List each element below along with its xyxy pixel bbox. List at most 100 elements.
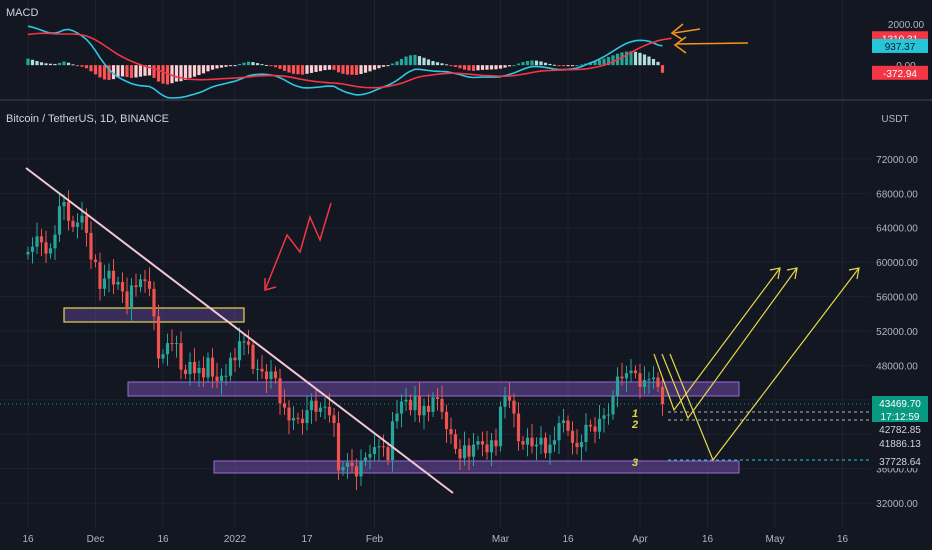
- candle: [507, 382, 512, 409]
- candle: [44, 230, 48, 264]
- candle-body: [242, 341, 246, 343]
- macd-histogram-bar: [188, 65, 192, 78]
- candle: [219, 368, 224, 395]
- projection-path-3[interactable]: [669, 267, 860, 462]
- candle-body: [129, 285, 134, 307]
- time-axis[interactable]: 16 Dec 16 2022 17 Feb Mar 16 Apr 16 May 16: [0, 528, 932, 550]
- zigzag-arrow[interactable]: [264, 202, 332, 291]
- candle: [354, 458, 359, 491]
- candle: [629, 358, 633, 383]
- macd-histogram-bar: [408, 55, 413, 66]
- macd-histogram-bar: [152, 65, 156, 78]
- orange-arrow-1-head: [670, 23, 684, 41]
- candle: [318, 402, 323, 418]
- price-axis[interactable]: USDT 2000.000.00 72000.0068000.0064000.0…: [872, 20, 928, 510]
- candle-body: [354, 466, 359, 477]
- macd-histogram-bar: [377, 65, 381, 69]
- macd-histogram-bar: [512, 65, 516, 67]
- candle: [593, 417, 597, 444]
- orange-arrow-2: [675, 42, 749, 45]
- price-value-tag-bg: [872, 409, 928, 423]
- candle-body: [377, 446, 381, 448]
- macd-histogram-bar: [318, 65, 323, 72]
- candle-body: [215, 376, 219, 381]
- macd-histogram-bar: [597, 59, 602, 66]
- price-value-tag-bg: [872, 436, 928, 450]
- macd-histogram-bar: [134, 65, 138, 78]
- time-axis-label: Apr: [632, 534, 648, 545]
- time-axis-label: Feb: [366, 534, 384, 545]
- candle: [300, 409, 305, 435]
- orange-arrow-1: [673, 28, 701, 34]
- support-zone-lower[interactable]: [213, 460, 740, 474]
- price-value-tag: 42782.85: [872, 422, 928, 436]
- macd-histogram-bar: [327, 65, 332, 70]
- candle: [80, 201, 84, 230]
- macd-title: MACD: [6, 7, 38, 19]
- candle-body: [300, 418, 305, 424]
- candle-body: [102, 278, 107, 289]
- candle-body: [53, 234, 57, 249]
- candle: [210, 348, 215, 389]
- macd-histogram-bar: [273, 65, 278, 68]
- projection-path-2[interactable]: [661, 267, 798, 420]
- macd-histogram-bar: [507, 65, 512, 67]
- candle-body: [84, 215, 89, 233]
- candle: [120, 272, 125, 304]
- projection-path-1[interactable]: [653, 267, 781, 412]
- macd-histogram-bar: [471, 65, 476, 71]
- candle-body: [350, 462, 354, 467]
- candle: [570, 421, 575, 455]
- candle-body: [219, 375, 224, 381]
- candle-body: [426, 405, 431, 412]
- candle-body: [372, 447, 377, 455]
- candle: [530, 423, 534, 454]
- macd-histogram-bar: [521, 62, 525, 66]
- candle-body: [431, 397, 435, 412]
- candle: [557, 415, 561, 455]
- macd-histogram-bar: [345, 65, 350, 75]
- candle-body: [615, 376, 620, 396]
- candle-body: [381, 446, 386, 448]
- candle: [336, 411, 341, 480]
- candle-body: [66, 201, 71, 221]
- candle-body: [269, 371, 273, 380]
- macd-arrows[interactable]: [670, 23, 749, 54]
- candle: [278, 368, 282, 415]
- candle: [611, 390, 615, 420]
- candle: [291, 406, 296, 430]
- macd-histogram-bar: [98, 65, 102, 78]
- candle: [390, 411, 395, 472]
- candle: [408, 394, 413, 416]
- candle-body: [75, 222, 80, 227]
- macd-histogram-bar: [278, 65, 282, 69]
- macd-histogram-bar: [102, 65, 107, 80]
- macd-histogram-bar: [399, 59, 404, 66]
- candle: [143, 269, 147, 293]
- candle-body: [386, 447, 390, 461]
- candle-body: [264, 371, 269, 380]
- candle: [197, 360, 201, 387]
- projection-paths[interactable]: [653, 267, 860, 462]
- macd-histogram-bar: [368, 65, 372, 72]
- candle-body: [498, 406, 503, 447]
- candle-body: [440, 398, 444, 412]
- candle: [449, 417, 453, 444]
- macd-histogram-bar: [264, 64, 269, 66]
- candle: [255, 359, 260, 381]
- macd-histogram-bar: [480, 65, 485, 70]
- candle: [206, 352, 210, 383]
- candle-body: [183, 369, 188, 375]
- candle-body: [143, 279, 147, 282]
- macd-histogram-bar: [219, 65, 224, 68]
- macd-histogram-bar: [210, 65, 215, 70]
- candle-body: [552, 440, 557, 445]
- macd-histogram-bar: [305, 65, 309, 74]
- candle: [417, 381, 422, 423]
- candle-body: [156, 316, 161, 359]
- macd-histogram-bar: [80, 65, 84, 67]
- candle-body: [26, 251, 30, 255]
- candle-body: [435, 397, 440, 399]
- descending-trendline[interactable]: [25, 167, 454, 494]
